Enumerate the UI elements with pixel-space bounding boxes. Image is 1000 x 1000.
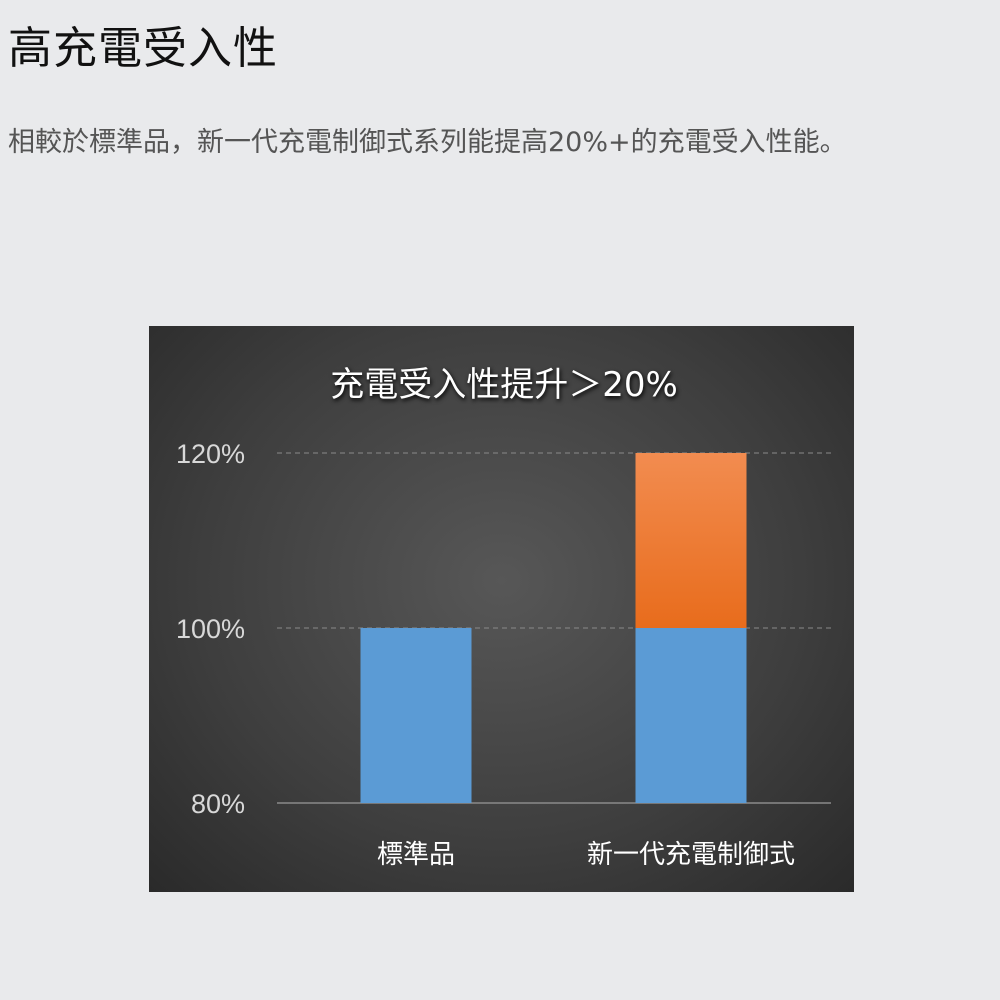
page-description: 相較於標準品，新一代充電制御式系列能提高20%+的充電受入性能。: [8, 127, 847, 158]
bar-base: [360, 628, 472, 803]
x-tick-label: 新一代充電制御式: [587, 840, 795, 870]
bar-base: [635, 628, 747, 803]
x-tick-label: 標準品: [377, 840, 455, 870]
y-tick-label: 100%: [176, 614, 245, 644]
chart-svg: 充電受入性提升＞20% 80% 100% 120% 標準品 新一代充電制御式: [176, 365, 831, 870]
chart-title: 充電受入性提升＞20%: [330, 365, 678, 405]
chart: 充電受入性提升＞20% 80% 100% 120% 標準品 新一代充電制御式: [149, 326, 854, 892]
y-tick-label: 80%: [191, 789, 245, 819]
y-tick-label: 120%: [176, 439, 245, 469]
page-title: 高充電受入性: [8, 23, 278, 74]
bar-increase: [635, 453, 747, 628]
